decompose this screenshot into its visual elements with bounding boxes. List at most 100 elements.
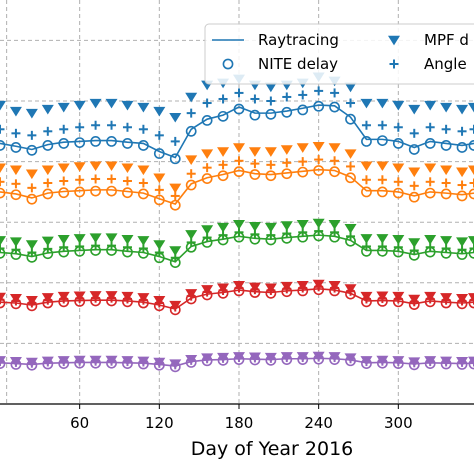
angle-point (75, 241, 85, 251)
mpf-point (232, 220, 245, 230)
angle-point (457, 357, 467, 367)
mpf-point (137, 102, 150, 113)
mpf-point (360, 234, 373, 244)
mpf-point (468, 102, 474, 113)
mpf-point (217, 147, 230, 157)
nite-point (313, 100, 325, 112)
angle-point (377, 241, 387, 251)
nite-point (153, 194, 165, 206)
angle-point (298, 283, 308, 293)
x-ticks: 60 120 180 240 300 (70, 404, 413, 432)
angle-point (43, 244, 53, 254)
nite-point (440, 140, 452, 151)
angle-point (107, 174, 117, 184)
angle-point (361, 357, 371, 367)
angle-point (122, 294, 132, 304)
angle-point (457, 180, 467, 190)
mpf-point (9, 237, 22, 247)
angle-point (122, 357, 132, 367)
x-tick-label: 300 (384, 414, 413, 432)
angle-point (11, 128, 21, 138)
angle-point (43, 126, 53, 136)
angle-point (346, 98, 356, 108)
x-tick-label: 60 (70, 414, 89, 432)
angle-point (441, 124, 451, 134)
angle-point (218, 353, 228, 363)
legend-label: MPF d (424, 31, 469, 49)
angle-point (218, 94, 228, 104)
angle-point (457, 245, 467, 255)
mpf-point (408, 104, 421, 115)
angle-point (43, 357, 53, 367)
angle-point (250, 94, 260, 104)
angle-point (234, 283, 244, 293)
angle-point (469, 124, 474, 134)
angle-point (441, 295, 451, 305)
angle-point (186, 355, 196, 365)
nite-point (392, 187, 404, 199)
angle-point (282, 158, 292, 168)
mpf-point (9, 106, 22, 117)
angle-point (314, 352, 324, 362)
nite-point (424, 187, 436, 199)
angle-point (361, 241, 371, 251)
series-group-5 (0, 351, 474, 373)
angle-point (186, 237, 196, 247)
mpf-point (25, 240, 38, 250)
nite-point (468, 140, 474, 151)
nite-point (313, 165, 325, 176)
angle-point (330, 283, 340, 293)
angle-point (154, 185, 164, 195)
angle-point (393, 357, 403, 367)
angle-point (202, 98, 212, 108)
nite-point (249, 169, 261, 180)
legend: Raytracing MPF d NITE delay Angle (204, 23, 474, 85)
angle-point (91, 241, 101, 251)
legend-item: NITE delay (222, 55, 338, 73)
nite-point (281, 168, 293, 180)
angle-point (27, 183, 37, 193)
nite-point (281, 106, 293, 118)
nite-point (265, 170, 277, 182)
nite-point (169, 199, 181, 211)
nite-point (26, 193, 38, 205)
angle-point (457, 296, 467, 306)
nite-point (297, 166, 309, 178)
angle-point (91, 174, 101, 184)
mpf-point (185, 155, 198, 165)
angle-point (425, 294, 435, 304)
nite-point (74, 137, 86, 149)
mpf-point (392, 100, 405, 111)
nite-point (329, 101, 340, 113)
angle-point (393, 242, 403, 252)
angle-point (11, 245, 21, 255)
angle-point (186, 169, 196, 179)
angle-point (393, 294, 403, 304)
nite-point (10, 142, 22, 153)
angle-point (75, 294, 85, 304)
angle-point (298, 227, 308, 237)
angle-point (469, 243, 474, 253)
angle-point (469, 357, 474, 367)
angle-point (314, 86, 324, 96)
nite-point (456, 142, 468, 153)
mpf-point (73, 162, 86, 172)
mpf-point (376, 234, 389, 244)
nite-point (0, 297, 6, 309)
angle-point (393, 122, 403, 132)
nite-point (122, 138, 133, 149)
angle-point (11, 179, 21, 189)
angle-point (441, 357, 451, 367)
angle-point (186, 108, 196, 118)
mpf-point (328, 220, 341, 230)
nite-point (201, 173, 213, 184)
angle-point (234, 88, 244, 98)
angle-point (346, 231, 356, 241)
mpf-point (408, 167, 421, 178)
mpf-point (137, 165, 150, 176)
series-group-1 (0, 72, 474, 165)
angle-point (298, 90, 308, 100)
mpf-point (0, 236, 6, 246)
mpf-point (424, 163, 437, 174)
mpf-point (360, 98, 373, 109)
